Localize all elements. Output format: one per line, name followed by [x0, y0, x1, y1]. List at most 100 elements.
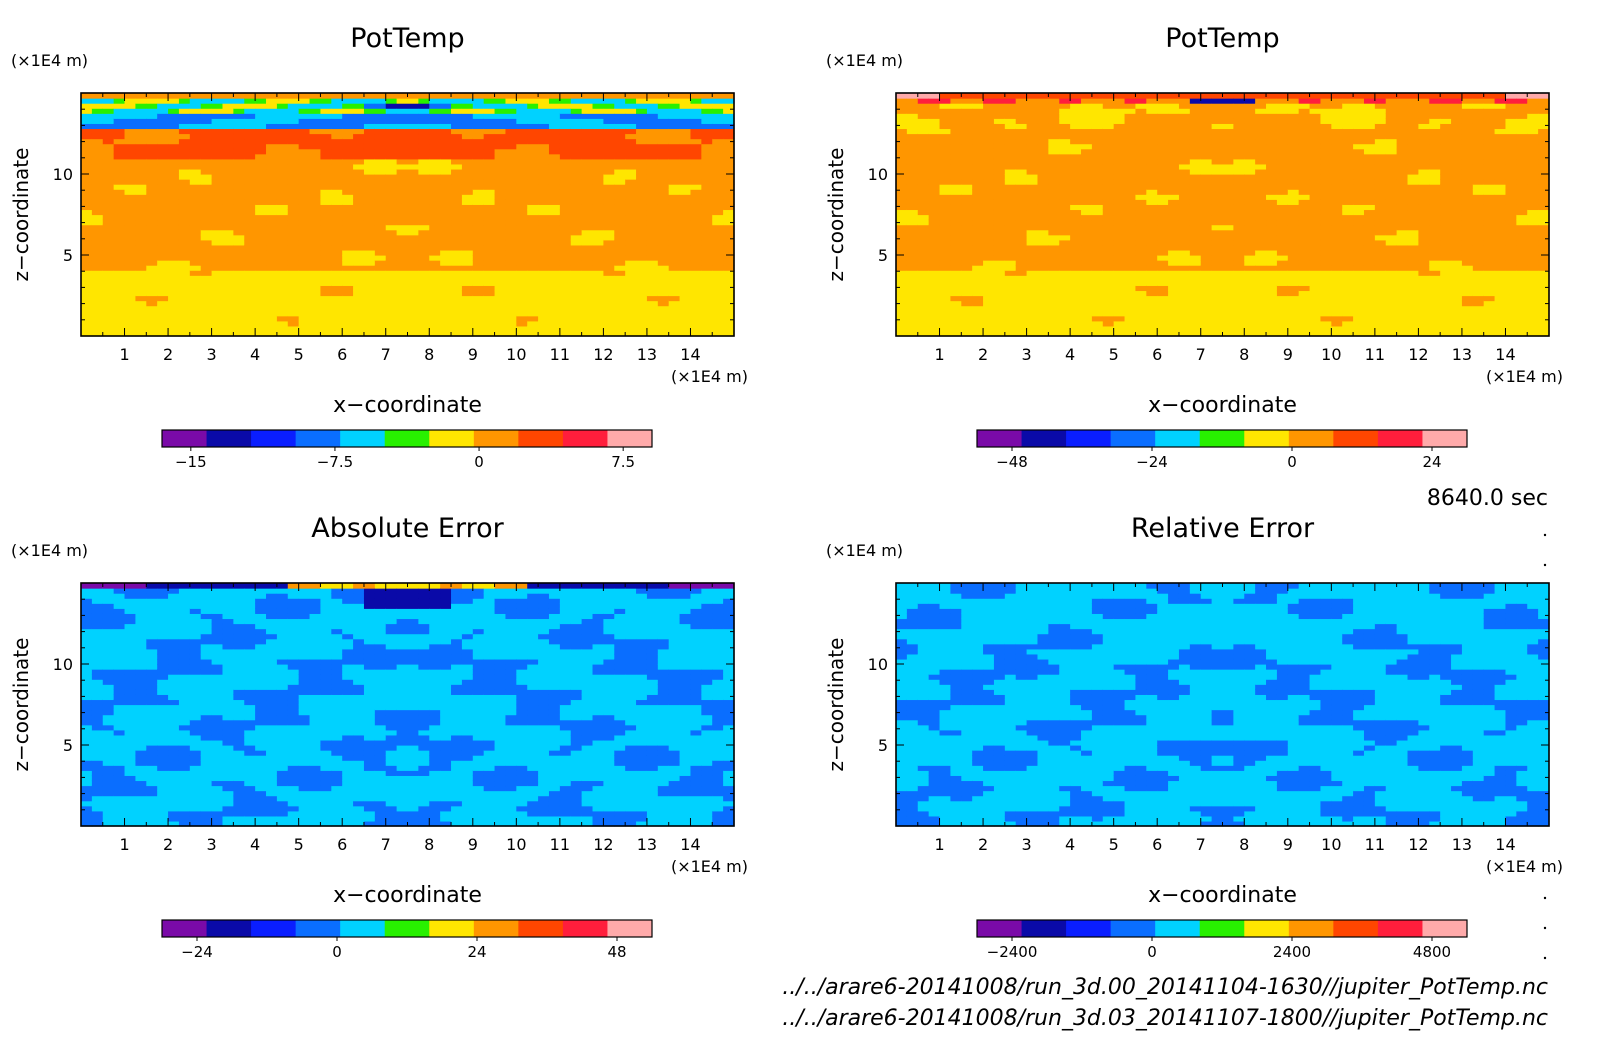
heatmap-cell [102, 224, 115, 231]
heatmap-cell [1178, 204, 1191, 211]
heatmap-cell [287, 98, 300, 104]
heatmap-cell [1059, 285, 1071, 292]
heatmap-cell [917, 260, 930, 266]
heatmap-cell [1091, 214, 1104, 221]
heatmap-cell [1189, 330, 1202, 337]
heatmap-cell [723, 320, 735, 327]
heatmap-cell [928, 184, 941, 190]
heatmap-cell [309, 214, 322, 221]
heatmap-cell [993, 244, 1006, 251]
heatmap-cell [276, 133, 289, 140]
heatmap-cell [168, 305, 180, 312]
x-tick-label: 7 [381, 345, 391, 364]
heatmap-cell [451, 270, 463, 276]
heatmap-cell [461, 199, 474, 205]
heatmap-cell [527, 199, 539, 205]
heatmap-cell [483, 315, 496, 322]
heatmap-cell [559, 310, 572, 317]
heatmap-cell [1309, 138, 1322, 145]
heatmap-cell [320, 310, 332, 317]
heatmap-cell [276, 270, 289, 276]
heatmap-cell [320, 270, 332, 276]
heatmap-cell [1266, 320, 1278, 327]
heatmap-cell [222, 153, 234, 160]
heatmap-cell [896, 320, 908, 327]
heatmap-cell [1026, 128, 1039, 135]
heatmap-cell [168, 330, 180, 337]
heatmap-cell [950, 295, 962, 302]
heatmap-cell [939, 244, 952, 251]
heatmap-cell [548, 234, 561, 241]
heatmap-cell [1178, 320, 1191, 327]
y-tick-label: 5 [63, 246, 73, 265]
heatmap-cell [320, 163, 332, 170]
heatmap-cell [1178, 143, 1191, 150]
heatmap-cell [135, 244, 147, 251]
heatmap-cell [993, 209, 1006, 216]
heatmap-cell [538, 249, 550, 256]
heatmap-cell [939, 189, 952, 195]
x-tick-label: 12 [593, 345, 613, 364]
heatmap-cell [266, 214, 278, 221]
heatmap-cell [1081, 280, 1093, 286]
heatmap-cell [135, 163, 147, 170]
heatmap-cell [505, 219, 517, 226]
heatmap-cell [1059, 103, 1071, 109]
heatmap-cell [135, 118, 147, 124]
heatmap-cell [1266, 108, 1278, 114]
heatmap-cell [211, 285, 224, 292]
heatmap-cell [255, 229, 267, 236]
heatmap-cell [244, 179, 256, 185]
heatmap-cell [668, 184, 681, 190]
heatmap-cell [636, 310, 648, 317]
heatmap-cell [1211, 163, 1224, 170]
heatmap-cell [102, 214, 115, 221]
heatmap-cell [407, 285, 419, 292]
heatmap-cell [1222, 295, 1234, 302]
heatmap-cell [494, 285, 507, 292]
heatmap-cell [222, 280, 234, 286]
heatmap-cell [505, 189, 517, 195]
heatmap-cell [374, 118, 387, 124]
heatmap-cell [440, 285, 452, 292]
heatmap-cell [385, 204, 398, 211]
heatmap-cell [657, 194, 670, 200]
heatmap-cell [81, 138, 93, 145]
heatmap-cell [1015, 128, 1028, 135]
heatmap-cell [983, 239, 995, 246]
heatmap-cell [636, 330, 648, 337]
heatmap-cell [1298, 184, 1311, 190]
heatmap-cell [668, 249, 681, 256]
heatmap-cell [1037, 290, 1049, 297]
heatmap-cell [961, 255, 973, 261]
heatmap-cell [614, 275, 626, 281]
heatmap-cell [1081, 204, 1093, 211]
heatmap-cell [559, 143, 572, 150]
heatmap-cell [342, 204, 354, 211]
heatmap-cell [1266, 209, 1278, 216]
heatmap-cell [211, 108, 224, 114]
heatmap-cell [1102, 184, 1115, 190]
heatmap-cell [548, 189, 561, 195]
heatmap-cell [527, 244, 539, 251]
heatmap-cell [1037, 148, 1049, 155]
heatmap-cell [1276, 108, 1289, 114]
colorbar: −15 −7.5 0 7.5 [161, 429, 653, 471]
heatmap-cell [592, 275, 604, 281]
heatmap-cell [407, 93, 419, 99]
heatmap-cell [906, 93, 919, 99]
heatmap-cell [385, 209, 398, 216]
heatmap-cell [559, 184, 572, 190]
heatmap-cell [928, 168, 941, 175]
heatmap-cell [1200, 300, 1213, 307]
heatmap-cell [1233, 224, 1245, 231]
heatmap-cell [1135, 174, 1147, 180]
heatmap-cell [723, 214, 735, 221]
heatmap-cell [91, 179, 104, 185]
heatmap-cell [135, 98, 147, 104]
heatmap-cell [690, 290, 702, 297]
heatmap-cell [461, 184, 474, 190]
heatmap-cell [548, 179, 561, 185]
heatmap-cell [113, 118, 126, 124]
heatmap-cell [494, 244, 507, 251]
